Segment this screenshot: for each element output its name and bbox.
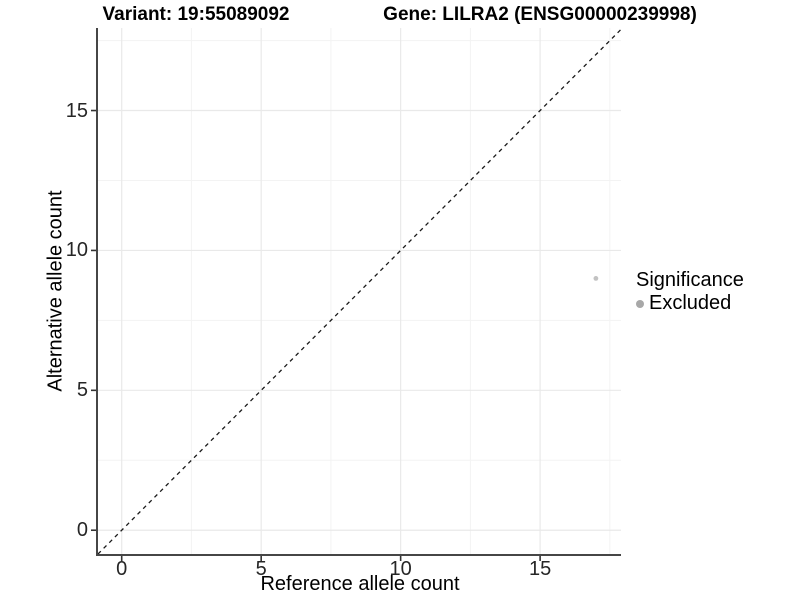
- x-axis-title: Reference allele count: [260, 573, 460, 595]
- legend-item-label: Excluded: [649, 292, 732, 314]
- data-point: [593, 276, 599, 281]
- y-tick-label: 5: [76, 379, 88, 402]
- x-tick-label: 5: [255, 558, 267, 580]
- y-tick-label: 0: [76, 519, 88, 542]
- y-axis-title: Alternative allele count: [44, 190, 67, 392]
- excluded-point-icon: [636, 299, 644, 308]
- legend-item-excluded: Excluded: [636, 292, 744, 315]
- legend-title: Significance: [636, 269, 744, 291]
- y-tick-label: 10: [65, 239, 88, 262]
- y-tick-label: 15: [65, 99, 88, 122]
- gene-title: Gene: LILRA2 (ENSG00000239998): [383, 4, 697, 25]
- legend: Significance Excluded: [636, 269, 744, 315]
- variant-title: Variant: 19:55089092: [102, 4, 290, 25]
- x-tick-label: 10: [389, 558, 412, 580]
- x-tick-label: 15: [528, 558, 552, 580]
- identity-dashed-line: [97, 28, 622, 555]
- x-tick-label: 0: [116, 558, 128, 580]
